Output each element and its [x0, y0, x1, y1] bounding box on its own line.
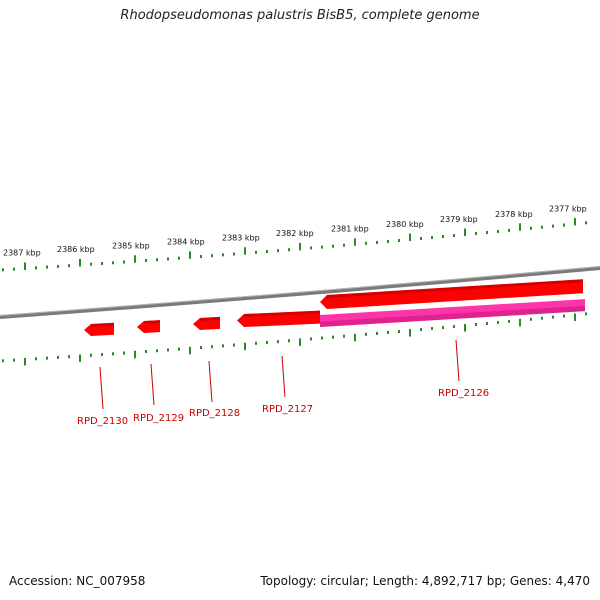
gene-leader-line	[150, 363, 155, 406]
gene-label[interactable]: RPD_2126	[438, 388, 489, 399]
gene-label[interactable]: RPD_2130	[77, 416, 128, 427]
kbp-label: 2381 kbp	[331, 225, 369, 234]
gene-label[interactable]: RPD_2129	[133, 413, 184, 424]
genome-backbone	[0, 266, 600, 319]
kbp-label: 2382 kbp	[276, 229, 314, 238]
gene-leader-line	[455, 339, 460, 382]
kbp-label: 2385 kbp	[112, 241, 150, 250]
kbp-label: 2377 kbp	[549, 205, 587, 214]
gene-feature-shade	[244, 310, 320, 317]
kbp-label: 2384 kbp	[167, 238, 205, 247]
gene-leader-line	[281, 355, 286, 398]
gene-track	[84, 279, 585, 336]
kbp-label: 2386 kbp	[57, 245, 95, 254]
kbp-label: 2378 kbp	[495, 210, 533, 219]
kbp-label-track: 2387 kbp 2386 kbp 2385 kbp 2384 kbp 2383 kbp…	[3, 205, 587, 258]
lower-tick-track	[2, 312, 587, 366]
gene-label-track: RPD_2130 RPD_2129 RPD_2128 RPD_2127 RPD_2126	[77, 339, 489, 427]
genome-stats-text: Topology: circular; Length: 4,892,717 bp…	[260, 574, 590, 588]
gene-label[interactable]: RPD_2128	[189, 408, 240, 419]
gene-leader-line	[208, 360, 213, 403]
gene-label[interactable]: RPD_2127	[262, 404, 313, 415]
kbp-label: 2380 kbp	[386, 220, 424, 229]
gene-feature[interactable]	[320, 279, 583, 309]
kbp-label: 2379 kbp	[440, 215, 478, 224]
gene-feature-shade	[320, 305, 585, 327]
gene-feature-shade	[327, 279, 583, 298]
genome-backbone-highlight	[0, 266, 600, 316]
upper-tick-track	[2, 217, 587, 272]
gene-feature-shade	[91, 322, 114, 327]
kbp-label: 2383 kbp	[222, 233, 260, 242]
gene-leader-line	[99, 366, 104, 410]
genome-title: Rhodopseudomonas palustris BisB5, comple…	[120, 8, 480, 23]
kbp-label: 2387 kbp	[3, 249, 41, 258]
gene-feature-shade	[200, 316, 220, 321]
accession-text: Accession: NC_007958	[9, 574, 146, 588]
gene-feature-shade	[144, 320, 160, 324]
